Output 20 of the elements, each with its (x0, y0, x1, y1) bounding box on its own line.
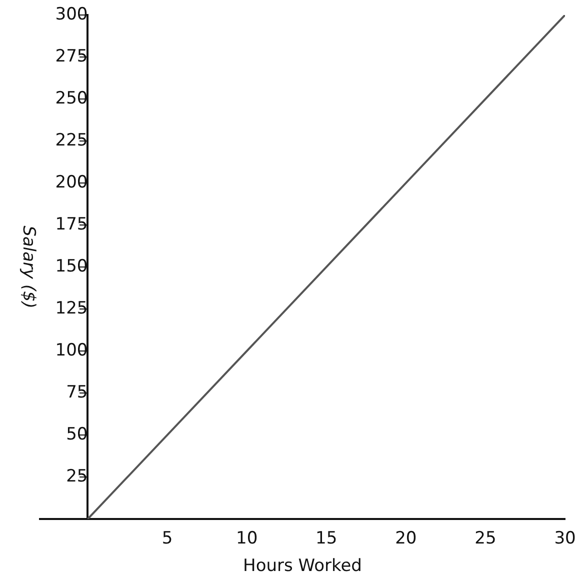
x-tick-label: 25 (474, 528, 496, 549)
y-tick-label: 150 (55, 256, 88, 276)
x-tick-label: 5 (162, 528, 173, 549)
x-tick-label: 15 (316, 528, 338, 549)
x-axis-title: Hours Worked (243, 556, 362, 576)
y-axis-title: Salary ($) (18, 226, 39, 308)
y-tick-label: 125 (55, 298, 88, 318)
y-tick-label: 25 (66, 466, 88, 486)
y-tick-label: 75 (66, 382, 88, 402)
y-tick-label: 275 (55, 46, 88, 66)
y-tick-label: 200 (55, 172, 88, 192)
y-tick-label: 300 (55, 4, 88, 24)
x-tick-label: 20 (395, 528, 417, 549)
x-tick-label: 10 (236, 528, 258, 549)
x-tick-label: 30 (554, 528, 576, 549)
y-tick-label: 100 (55, 340, 88, 360)
y-tick-label: 50 (66, 424, 88, 444)
y-tick-label: 250 (55, 88, 88, 108)
y-tick-label: 225 (55, 130, 88, 150)
y-tick-label: 175 (55, 214, 88, 234)
